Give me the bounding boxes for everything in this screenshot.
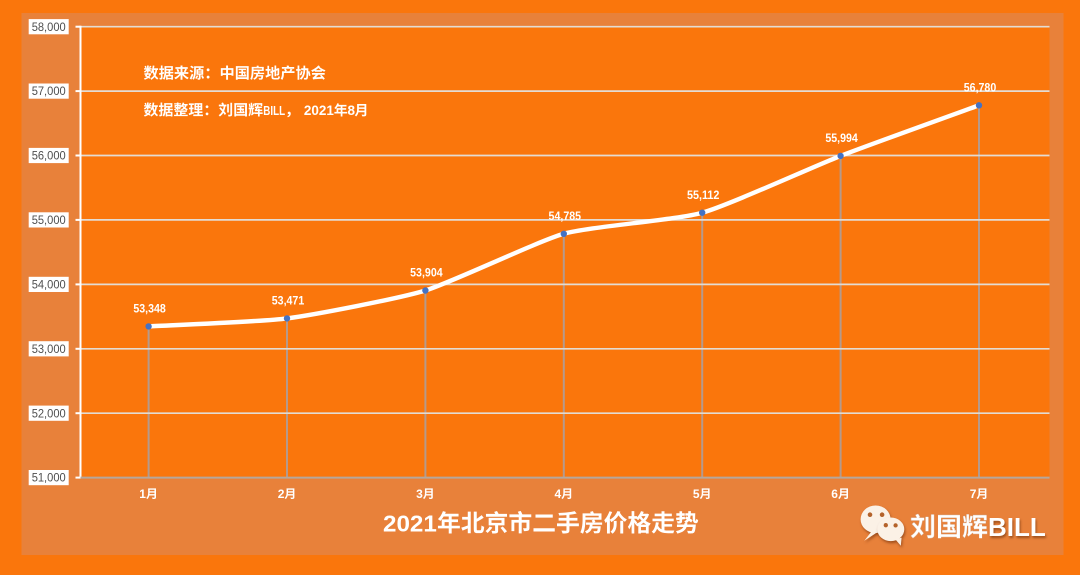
svg-text:BILL: BILL	[263, 104, 285, 118]
svg-text:8: 8	[348, 103, 356, 118]
svg-text:2021: 2021	[304, 103, 334, 118]
svg-text:54,000: 54,000	[32, 278, 66, 292]
svg-text:6: 6	[831, 487, 838, 501]
svg-text:58,000: 58,000	[32, 20, 66, 34]
svg-text:55,112: 55,112	[687, 188, 720, 202]
svg-text:2021: 2021	[383, 510, 437, 536]
svg-text:56,000: 56,000	[32, 149, 66, 163]
svg-text:53,000: 53,000	[32, 342, 66, 356]
svg-text:54,785: 54,785	[549, 209, 582, 223]
svg-text:7: 7	[970, 487, 977, 501]
svg-text:3: 3	[416, 487, 423, 501]
svg-text:53,471: 53,471	[272, 294, 305, 308]
svg-text:2: 2	[278, 487, 285, 501]
svg-text:56,780: 56,780	[964, 81, 997, 95]
svg-text:53,348: 53,348	[133, 302, 166, 316]
svg-text:53,904: 53,904	[410, 266, 443, 280]
svg-text:52,000: 52,000	[32, 406, 66, 420]
svg-text:BILL: BILL	[988, 512, 1046, 542]
svg-text:57,000: 57,000	[32, 84, 66, 98]
svg-text:51,000: 51,000	[32, 471, 66, 485]
svg-text:55,000: 55,000	[32, 213, 66, 227]
svg-text:1: 1	[139, 487, 146, 501]
svg-text:4: 4	[555, 487, 562, 501]
svg-text:5: 5	[693, 487, 700, 501]
svg-text:55,994: 55,994	[825, 131, 858, 145]
